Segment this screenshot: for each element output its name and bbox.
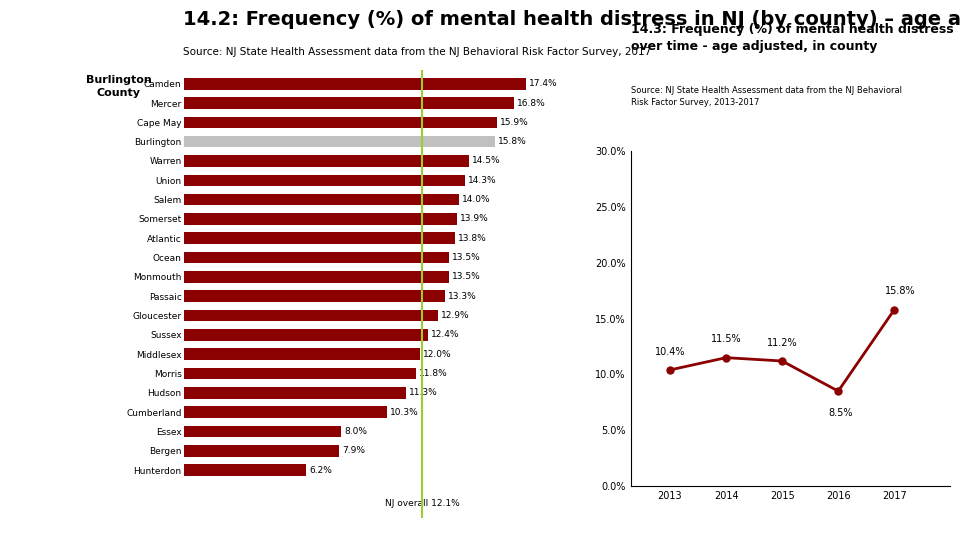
Text: 16.8%: 16.8% xyxy=(517,98,546,107)
Text: 14.3: Frequency (%) of mental health distress
over time - age adjusted, in count: 14.3: Frequency (%) of mental health dis… xyxy=(631,23,953,53)
Text: 11.5%: 11.5% xyxy=(710,334,741,345)
Text: Mental
Health: Mental Health xyxy=(23,235,152,305)
Bar xyxy=(184,174,466,186)
Bar xyxy=(184,329,428,341)
Bar xyxy=(184,426,342,437)
Text: 10.4%: 10.4% xyxy=(655,347,685,356)
Text: 12.0%: 12.0% xyxy=(423,350,451,359)
Bar xyxy=(184,387,406,399)
Bar xyxy=(184,78,526,90)
Bar xyxy=(184,271,449,283)
Text: 6.2%: 6.2% xyxy=(309,465,332,475)
Bar xyxy=(184,155,469,167)
Text: 12.4%: 12.4% xyxy=(431,330,459,339)
Text: 11.8%: 11.8% xyxy=(419,369,447,378)
Text: 13.9%: 13.9% xyxy=(460,214,489,224)
Text: 11.3%: 11.3% xyxy=(409,388,438,397)
Text: NJ overall 12.1%: NJ overall 12.1% xyxy=(385,499,459,508)
Text: Source: NJ State Health Assessment data from the NJ Behavioral
Risk Factor Surve: Source: NJ State Health Assessment data … xyxy=(631,86,901,106)
Text: Source: NJ State Health Assessment data from the NJ Behavioral Risk Factor Surve: Source: NJ State Health Assessment data … xyxy=(182,46,651,57)
Text: 15.8%: 15.8% xyxy=(497,137,526,146)
Text: 8.0%: 8.0% xyxy=(345,427,368,436)
Text: 15.8%: 15.8% xyxy=(884,286,915,296)
Bar xyxy=(184,136,494,147)
Bar xyxy=(184,406,387,418)
Bar xyxy=(184,213,457,225)
Text: Mental Health
Distress: Mental Health Distress xyxy=(43,347,132,376)
Bar xyxy=(184,291,445,302)
Text: 13.5%: 13.5% xyxy=(452,272,481,281)
Bar xyxy=(184,233,455,244)
Text: 15.9%: 15.9% xyxy=(499,118,528,127)
Text: 11.2%: 11.2% xyxy=(767,338,798,348)
Text: Burlington
County: Burlington County xyxy=(86,75,152,98)
Bar xyxy=(184,368,416,379)
Bar xyxy=(184,117,496,128)
Bar xyxy=(184,348,420,360)
Text: 14.5%: 14.5% xyxy=(472,157,500,165)
Bar xyxy=(184,310,438,321)
Text: 10.3%: 10.3% xyxy=(390,408,419,417)
Bar xyxy=(184,252,449,264)
Text: 14.0%: 14.0% xyxy=(462,195,491,204)
Text: 14.2: Frequency (%) of mental health distress in NJ (by county) – age adjusted: 14.2: Frequency (%) of mental health dis… xyxy=(182,10,960,29)
Bar xyxy=(184,464,306,476)
Bar xyxy=(184,445,340,457)
Bar xyxy=(184,97,515,109)
Text: 13.5%: 13.5% xyxy=(452,253,481,262)
FancyBboxPatch shape xyxy=(0,0,175,184)
Text: 17.4%: 17.4% xyxy=(529,79,558,88)
Text: 12.9%: 12.9% xyxy=(441,311,469,320)
Text: 7.9%: 7.9% xyxy=(343,446,366,455)
Bar xyxy=(184,194,459,205)
Text: 13.3%: 13.3% xyxy=(448,292,477,301)
Text: 14.3%: 14.3% xyxy=(468,176,496,185)
Text: 8.5%: 8.5% xyxy=(828,408,853,418)
Text: 13.8%: 13.8% xyxy=(458,234,487,243)
